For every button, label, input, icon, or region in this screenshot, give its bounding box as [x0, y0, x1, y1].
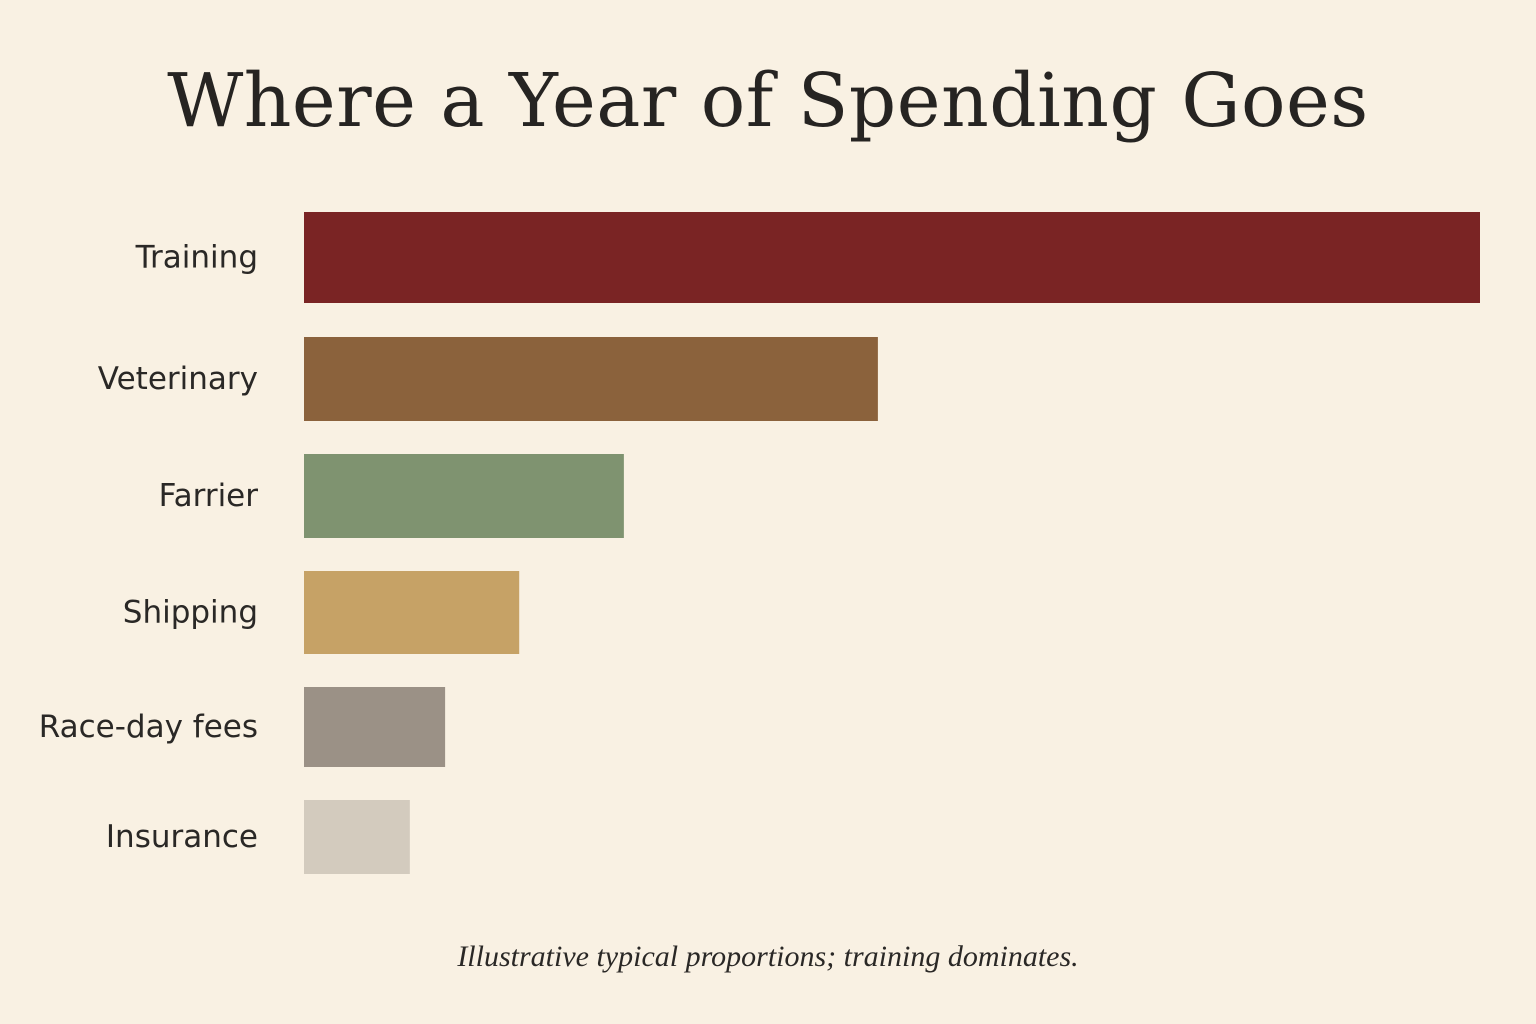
bar-insurance: [304, 800, 410, 874]
category-label: Farrier: [159, 478, 259, 514]
bar-race-day-fees: [304, 687, 446, 767]
chart-title: Where a Year of Spending Goes: [167, 58, 1369, 144]
bar-training: [304, 212, 1480, 303]
chart-footnote: Illustrative typical proportions; traini…: [457, 940, 1079, 973]
category-label: Training: [135, 240, 258, 276]
category-label: Veterinary: [98, 361, 258, 397]
category-label: Insurance: [106, 819, 258, 855]
bar-farrier: [304, 454, 624, 538]
bar-shipping: [304, 571, 520, 654]
category-label: Shipping: [123, 595, 258, 631]
category-label: Race-day fees: [39, 709, 258, 745]
bar-veterinary: [304, 337, 878, 421]
